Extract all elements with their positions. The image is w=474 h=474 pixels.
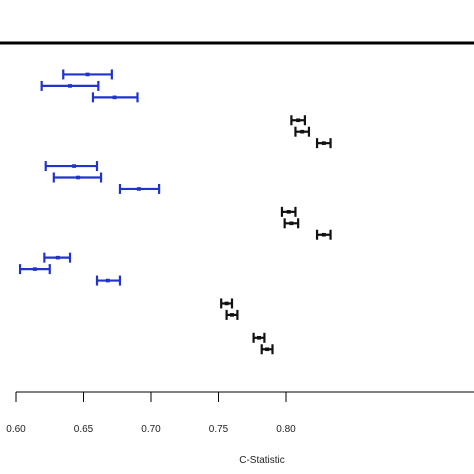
estimate-point: [55, 255, 60, 260]
x-tick-label: 0.75: [209, 424, 229, 435]
estimate-point: [265, 347, 270, 352]
black-error-bar: [280, 206, 297, 217]
blue-error-bar: [52, 172, 103, 183]
estimate-point: [321, 232, 326, 237]
black-error-bar: [252, 332, 266, 343]
blue-error-bar: [118, 183, 161, 194]
estimate-point: [72, 164, 77, 168]
estimate-point: [257, 336, 261, 340]
estimate-point: [32, 267, 37, 271]
estimate-point: [289, 221, 294, 226]
estimate-point: [321, 141, 326, 145]
black-error-bar: [260, 344, 274, 355]
black-error-bar: [315, 229, 332, 240]
error-bars: [18, 69, 332, 355]
estimate-point: [105, 278, 110, 283]
blue-error-bar: [18, 264, 51, 275]
estimate-point: [286, 210, 291, 214]
blue-error-bar: [62, 69, 113, 80]
estimate-point: [300, 129, 305, 134]
estimate-point: [76, 175, 81, 180]
estimate-point: [112, 95, 117, 100]
estimate-point: [68, 84, 72, 88]
blue-error-bar: [91, 92, 139, 103]
black-error-bar: [220, 298, 234, 309]
x-tick-label: 0.80: [276, 424, 296, 435]
blue-error-bar: [43, 252, 72, 263]
estimate-point: [296, 118, 301, 123]
estimate-point: [224, 301, 229, 306]
x-tick-label: 0.70: [141, 424, 161, 435]
black-error-bar: [290, 115, 306, 126]
x-axis-label: C-Statistic: [239, 455, 285, 466]
x-tick-label: 0.65: [74, 424, 94, 435]
black-error-bar: [283, 218, 300, 229]
blue-error-bar: [44, 161, 99, 172]
x-tick-label: 0.60: [6, 424, 26, 435]
estimate-point: [136, 187, 141, 191]
estimate-point: [85, 72, 90, 77]
black-error-bar: [315, 138, 332, 149]
black-error-bar: [225, 309, 239, 320]
estimate-point: [230, 313, 234, 317]
black-error-bar: [294, 126, 311, 137]
x-axis-ticks: 0.60 0.65 0.70 0.75 0.80: [6, 392, 296, 435]
blue-error-bar: [40, 80, 100, 91]
blue-error-bar: [95, 275, 122, 286]
